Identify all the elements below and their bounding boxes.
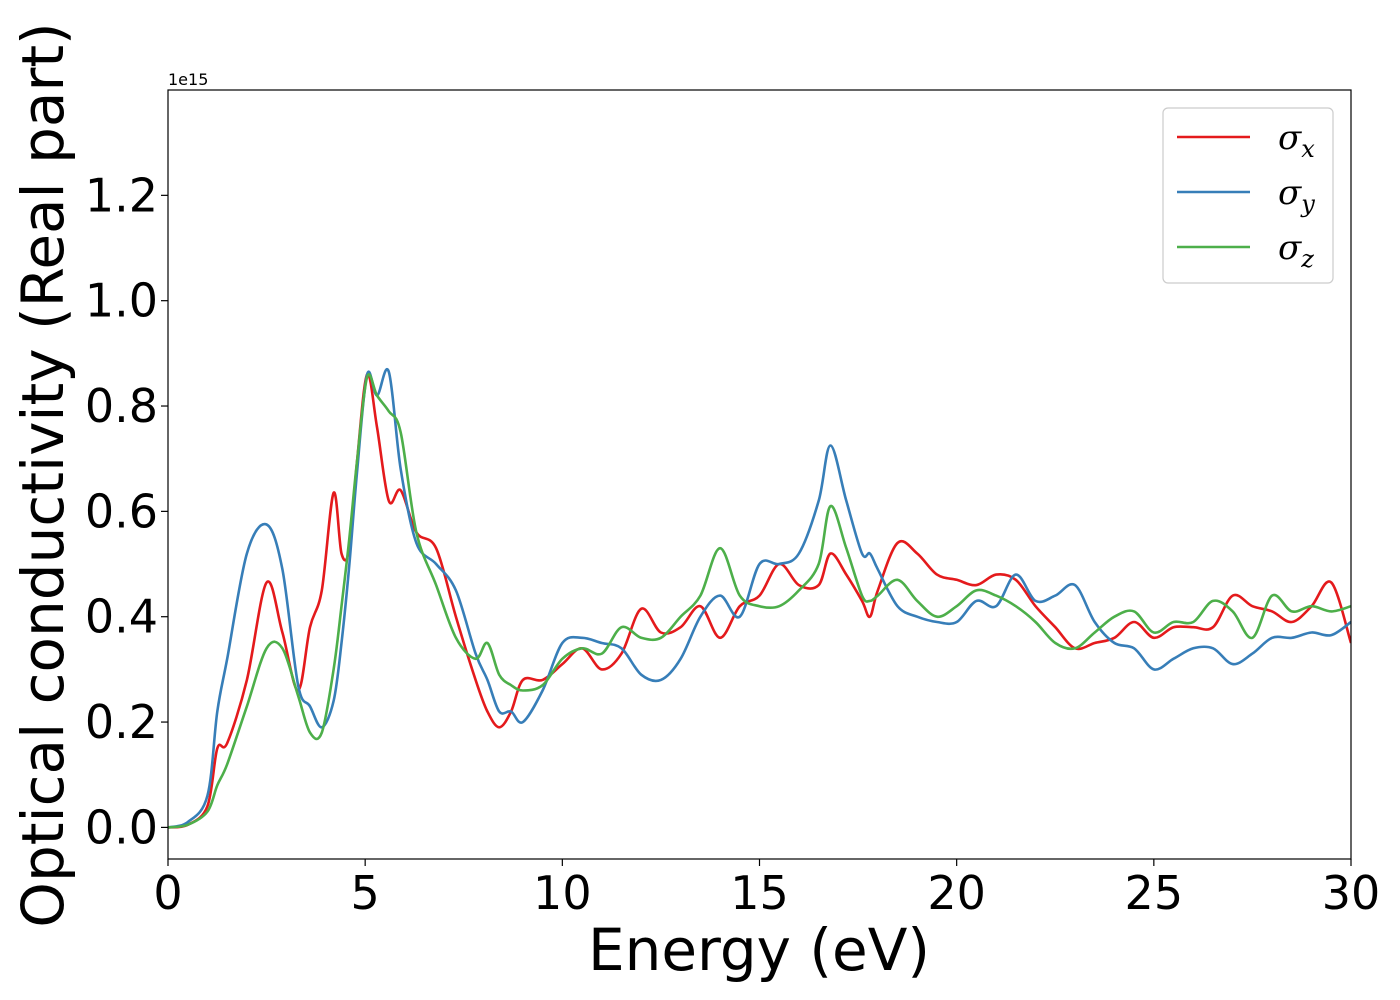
x-axis-title: Energy (eV)	[588, 916, 930, 984]
x-axis-ticks: 0 5 10 15 20 25 30	[153, 859, 1380, 920]
y-axis-title: Optical conductivity (Real part)	[9, 22, 77, 927]
y-tick-label: 0.8	[85, 379, 158, 433]
y-tick-label: 1.2	[85, 168, 158, 222]
x-tick-label: 0	[153, 866, 182, 920]
x-tick-label: 10	[533, 866, 592, 920]
plot-area	[167, 89, 1352, 860]
legend-label-sigma-y: σy	[1278, 173, 1315, 218]
x-tick-label: 5	[351, 866, 380, 920]
y-tick-label: 0.0	[85, 800, 158, 854]
x-tick-label: 30	[1322, 866, 1381, 920]
x-tick-label: 15	[730, 866, 789, 920]
y-tick-label: 1.0	[85, 274, 158, 328]
y-offset-label: 1e15	[168, 70, 208, 89]
series-line-sigma-y	[168, 367, 1351, 829]
x-tick-label: 25	[1125, 866, 1184, 920]
y-tick-label: 0.6	[85, 484, 158, 538]
series-lines	[168, 367, 1351, 829]
y-tick-label: 0.2	[85, 695, 158, 749]
series-line-sigma-z	[168, 373, 1351, 829]
y-axis-ticks: 0.0 0.2 0.4 0.6 0.8 1.0 1.2	[85, 168, 168, 854]
series-line-sigma-x	[168, 372, 1351, 829]
legend-label-sigma-z: σz	[1278, 228, 1314, 273]
y-tick-label: 0.4	[85, 590, 158, 644]
x-tick-label: 20	[927, 866, 986, 920]
legend-label-sigma-x: σx	[1278, 118, 1315, 163]
legend-box	[1162, 107, 1334, 284]
legend: σx σy σz	[1162, 107, 1334, 284]
